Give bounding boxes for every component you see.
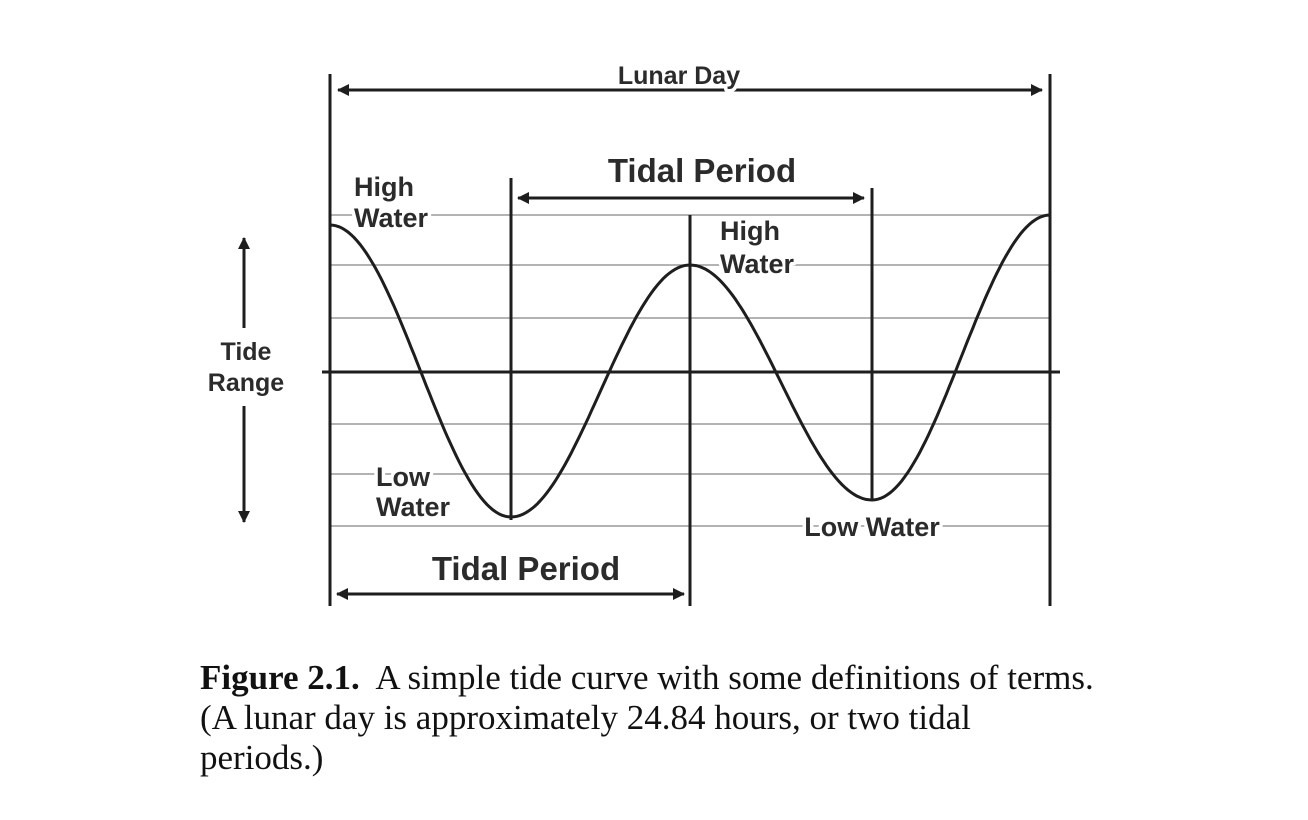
tidal-period-bottom-label: Tidal Period xyxy=(432,550,620,587)
tide-range-label-line2: Range xyxy=(208,369,285,397)
arrows xyxy=(238,84,1043,600)
low-water-left-label-line1: Low xyxy=(376,462,431,492)
high-water-mid-label-line1: High xyxy=(720,216,780,246)
tide-curve xyxy=(329,213,1051,519)
high-water-mid-label-line2: Water xyxy=(720,249,795,279)
high-water-left-label-line2: Water xyxy=(354,203,429,233)
tide-curve-diagram: Lunar Day Tidal Period Tidal Period High… xyxy=(207,62,1060,606)
tidal-period-top-label: Tidal Period xyxy=(608,152,796,189)
vertical-lines xyxy=(328,74,1052,606)
lunar-day-label: Lunar Day xyxy=(618,62,740,90)
figure-caption-text: A simple tide curve with some definition… xyxy=(200,658,1094,777)
high-water-left-label-line1: High xyxy=(354,172,414,202)
low-water-right-label: Low Water xyxy=(804,512,940,542)
figure-caption-label: Figure 2.1. xyxy=(200,658,360,697)
low-water-left-label-line2: Water xyxy=(376,492,451,522)
tide-range-label-line1: Tide xyxy=(221,338,272,366)
figure-caption: Figure 2.1. A simple tide curve with som… xyxy=(200,658,1100,778)
